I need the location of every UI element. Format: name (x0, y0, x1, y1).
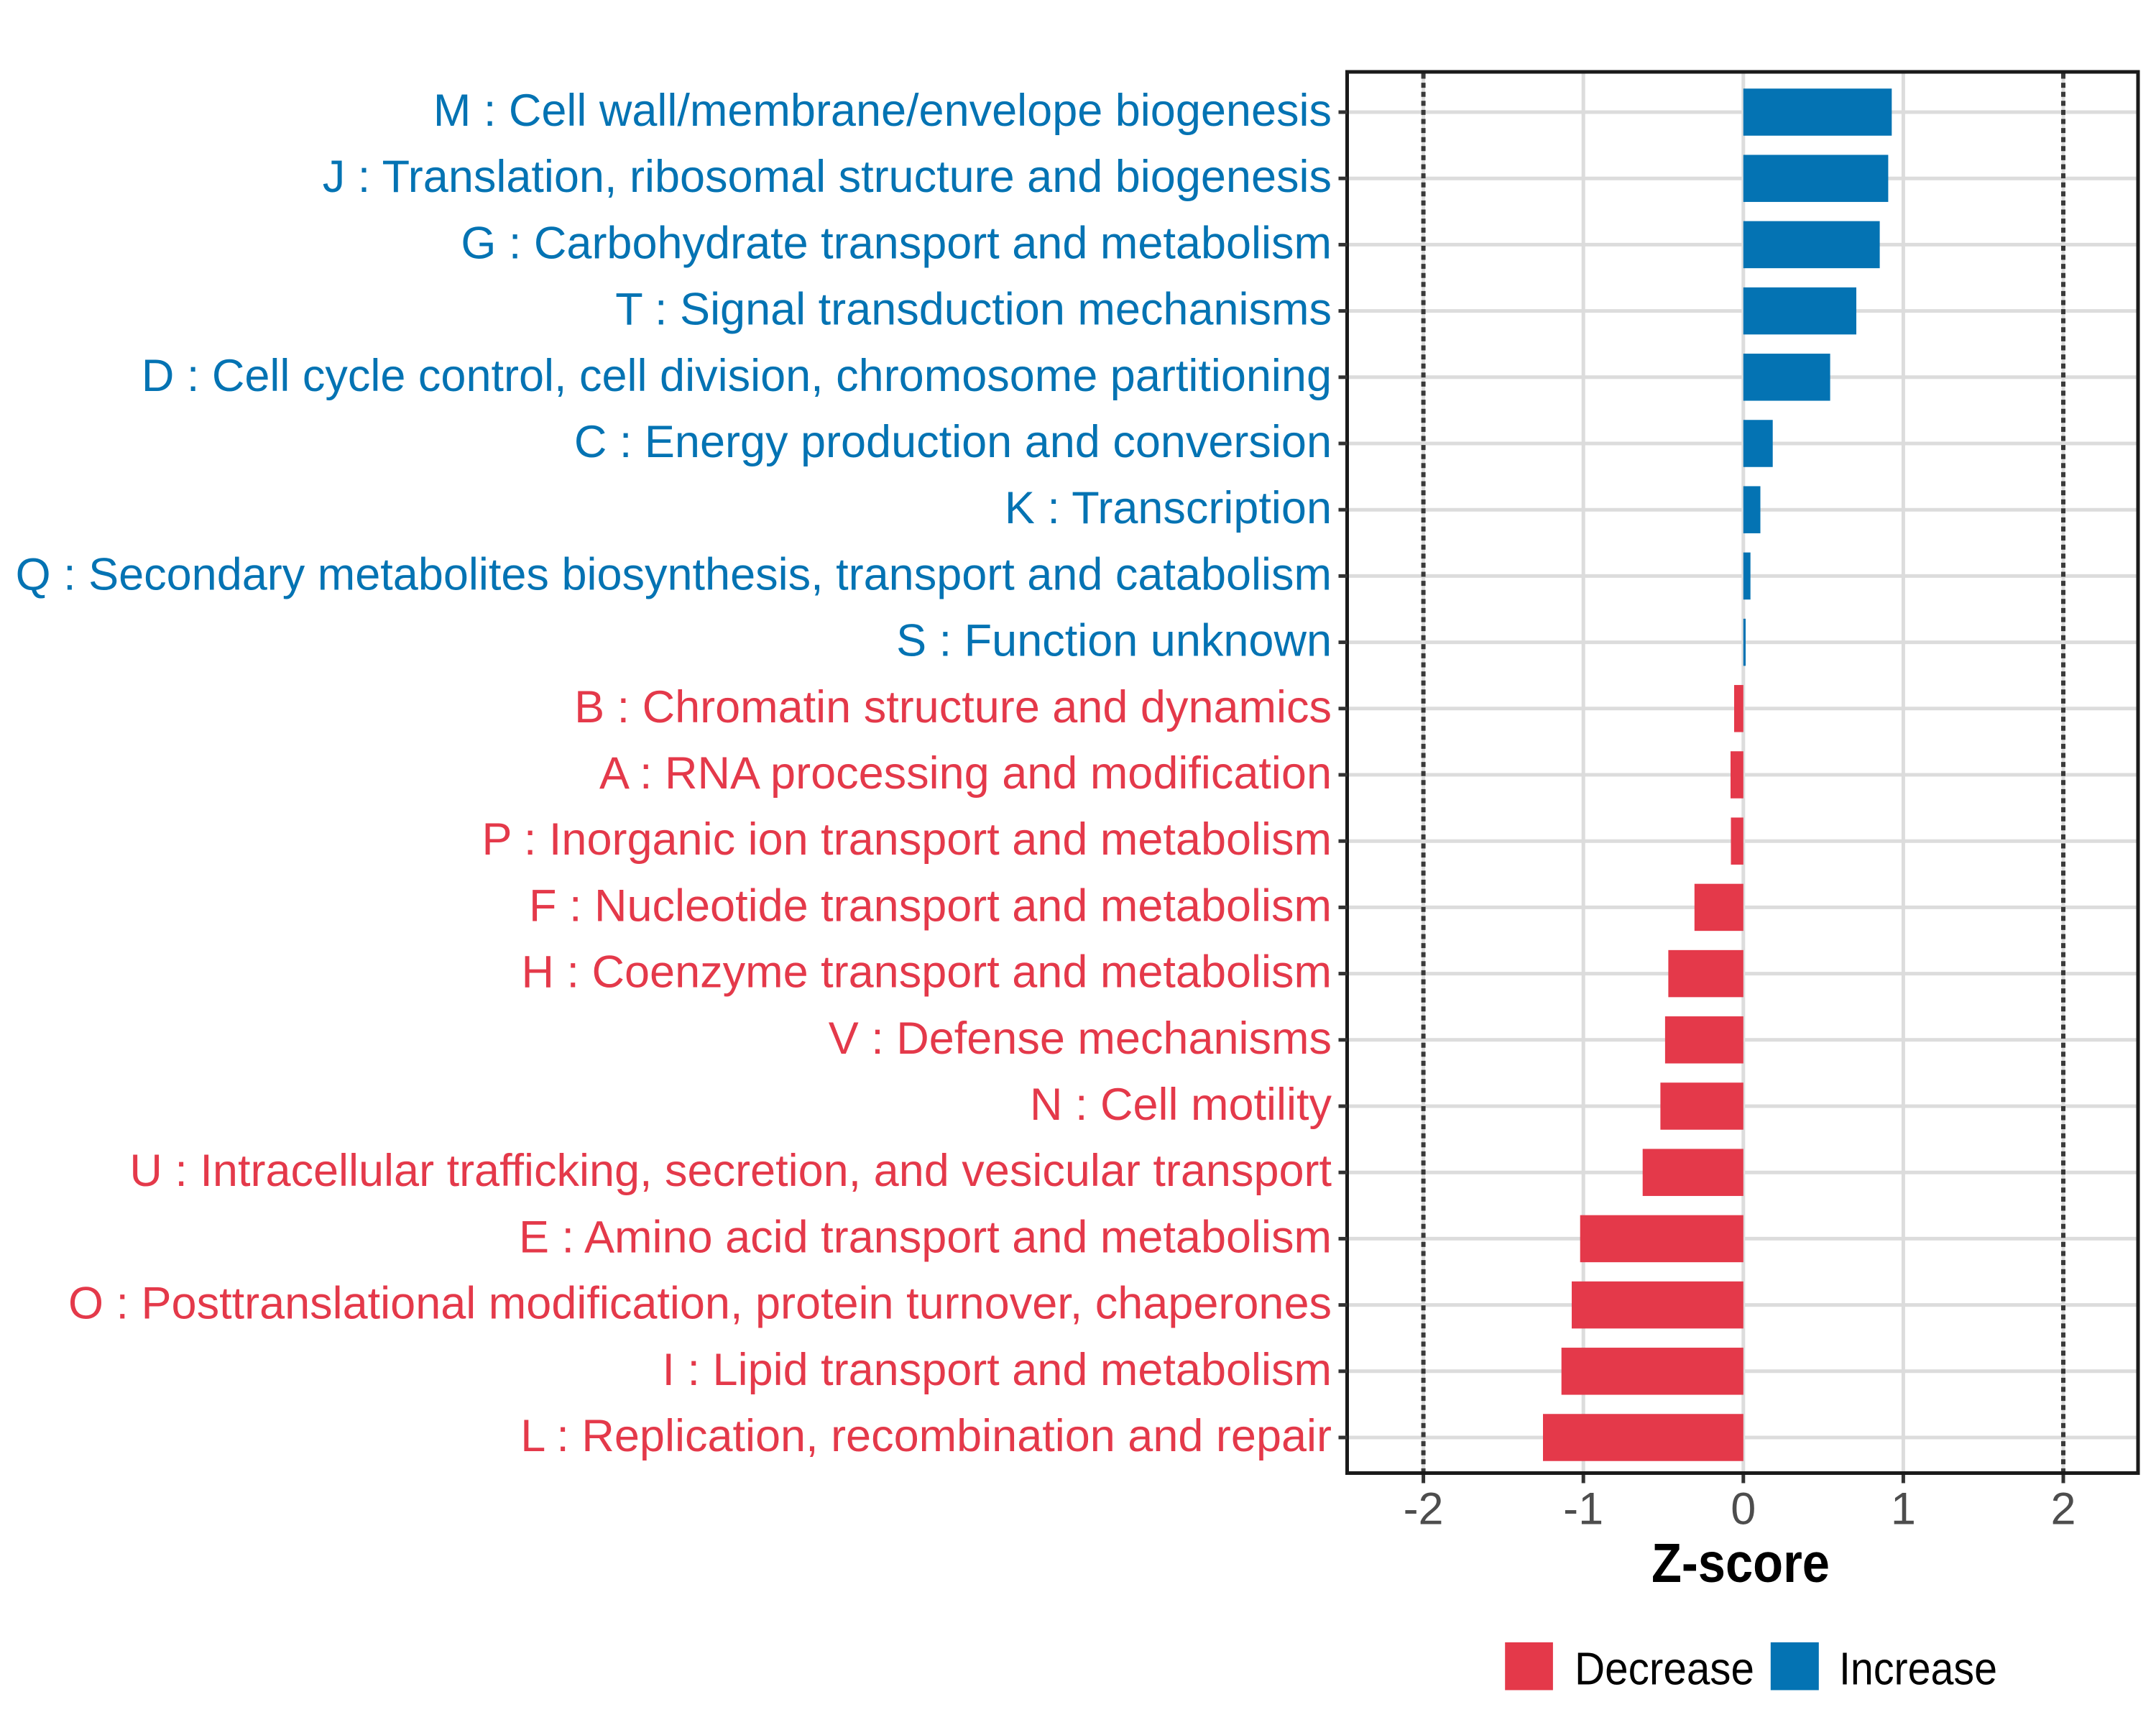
svg-text:B : Chromatin structure and dy: B : Chromatin structure and dynamics (574, 682, 1332, 732)
svg-text:2: 2 (2050, 1484, 2076, 1535)
svg-text:Q : Secondary metabolites bios: Q : Secondary metabolites biosynthesis, … (16, 549, 1332, 599)
svg-text:A : RNA processing and modific: A : RNA processing and modification (599, 748, 1332, 799)
svg-text:E : Amino acid transport and m: E : Amino acid transport and metabolism (519, 1212, 1332, 1262)
svg-text:C : Energy production and conv: C : Energy production and conversion (574, 417, 1332, 467)
svg-text:I : Lipid transport and metabo: I : Lipid transport and metabolism (663, 1345, 1332, 1395)
svg-text:U : Intracellular trafficking,: U : Intracellular trafficking, secretion… (129, 1146, 1332, 1196)
svg-text:K : Transcription: K : Transcription (1005, 483, 1332, 533)
svg-text:O : Posttranslational modifica: O : Posttranslational modification, prot… (68, 1279, 1332, 1329)
svg-text:V : Defense mechanisms: V : Defense mechanisms (829, 1013, 1332, 1064)
svg-text:-2: -2 (1404, 1484, 1444, 1535)
svg-text:P : Inorganic ion transport an: P : Inorganic ion transport and metaboli… (482, 814, 1332, 865)
svg-text:D : Cell cycle control, cell d: D : Cell cycle control, cell division, c… (142, 351, 1332, 401)
svg-text:Increase: Increase (1839, 1643, 1997, 1695)
svg-text:S : Function unknown: S : Function unknown (896, 616, 1332, 666)
svg-text:T : Signal transduction mechan: T : Signal transduction mechanisms (615, 285, 1332, 335)
svg-text:H : Coenzyme transport and met: H : Coenzyme transport and metabolism (522, 947, 1332, 998)
svg-text:Z-score: Z-score (1651, 1532, 1830, 1594)
svg-text:M : Cell wall/membrane/envelop: M : Cell wall/membrane/envelope biogenes… (433, 86, 1332, 136)
svg-text:Decrease: Decrease (1575, 1643, 1754, 1695)
svg-text:J : Translation, ribosomal str: J : Translation, ribosomal structure and… (323, 152, 1332, 202)
svg-text:1: 1 (1891, 1484, 1916, 1535)
svg-text:0: 0 (1731, 1484, 1756, 1535)
svg-text:N : Cell motility: N : Cell motility (1030, 1080, 1332, 1130)
svg-text:G : Carbohydrate transport and: G : Carbohydrate transport and metabolis… (461, 218, 1332, 268)
svg-text:F : Nucleotide transport and m: F : Nucleotide transport and metabolism (529, 880, 1332, 931)
svg-text:L : Replication, recombination: L : Replication, recombination and repai… (520, 1411, 1332, 1461)
svg-text:-1: -1 (1563, 1484, 1603, 1535)
